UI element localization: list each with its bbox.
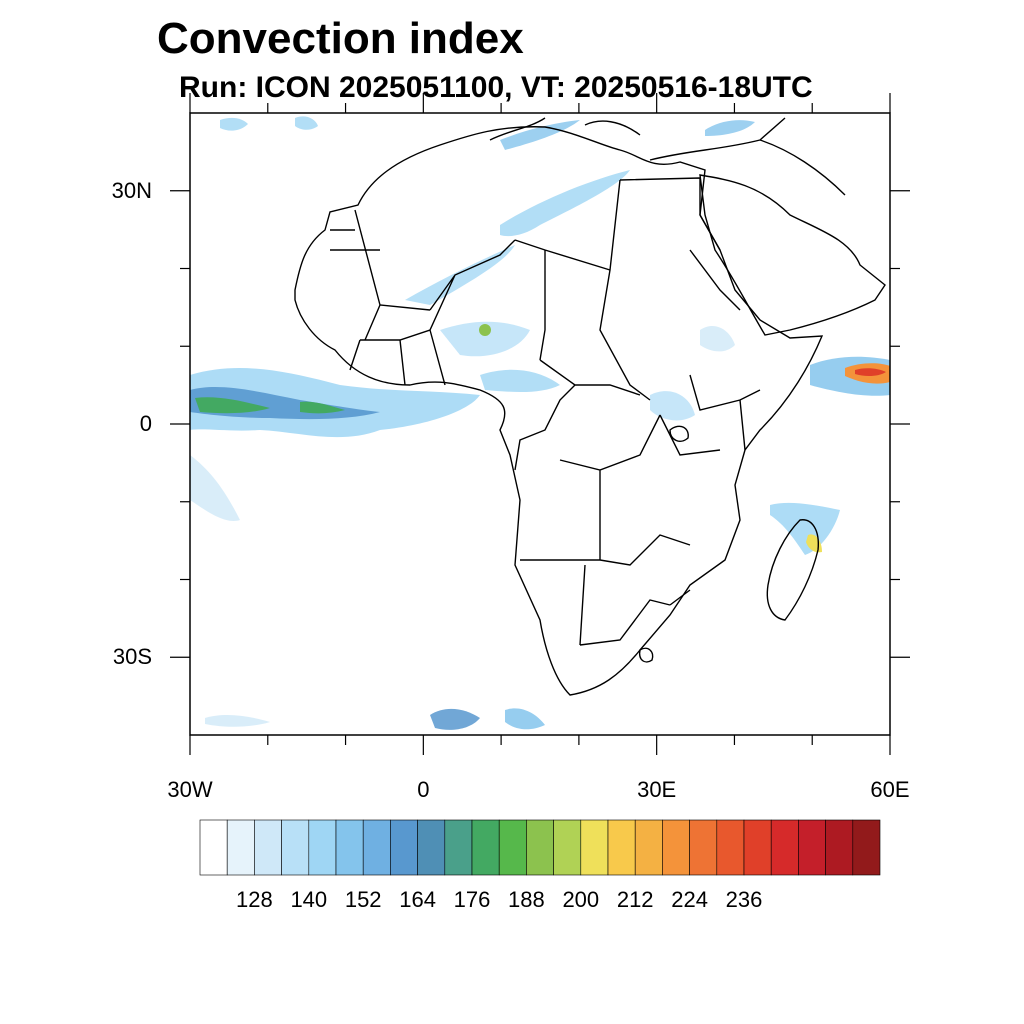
colorbar-swatch: [199, 819, 228, 876]
country-borders: [330, 177, 761, 646]
chart-subtitle: Run: ICON 2025051100, VT: 20250516-18UTC: [179, 71, 813, 104]
convection-area-atlantic-peak-2: [300, 401, 345, 414]
convection-field: [190, 116, 890, 730]
convection-area-south-atlantic: [190, 455, 240, 521]
convection-area-sahara-1: [500, 170, 630, 237]
colorbar-swatch: [498, 819, 527, 876]
convection-area-ethiopia: [700, 325, 735, 352]
colorbar-swatch: [825, 819, 854, 876]
colorbar-swatch: [308, 819, 337, 876]
europe-coastline: [489, 117, 846, 196]
colorbar-swatch: [226, 819, 255, 876]
colorbar-label: 128: [236, 887, 273, 912]
lat-tick-label: 30N: [111, 177, 152, 203]
convection-area-southern-3: [205, 715, 270, 727]
colorbar-swatch: [335, 819, 364, 876]
colorbar-swatch: [417, 819, 446, 876]
colorbar-label: 164: [399, 887, 436, 912]
axis-ticks: [170, 93, 910, 755]
colorbar-swatch: [743, 819, 772, 876]
lon-tick-label: 30E: [637, 777, 677, 802]
colorbar-swatch: [798, 819, 826, 876]
colorbar-swatch: [526, 819, 554, 876]
colorbar-label: 152: [344, 887, 382, 912]
colorbar-swatch: [553, 819, 582, 876]
colorbar-swatch: [580, 819, 609, 876]
lon-tick-label: 60E: [870, 777, 910, 802]
colorbar-label: 212: [616, 887, 654, 912]
lat-tick-label: 30S: [112, 644, 152, 670]
convection-area-indian-ocean-max: [855, 368, 886, 377]
colorbar-label: 224: [671, 887, 708, 912]
colorbar-label: 188: [508, 887, 545, 912]
colorbar-swatch: [254, 819, 282, 876]
africa-coastline: [294, 126, 824, 696]
colorbar-swatch: [607, 819, 636, 876]
convection-cell-sahel: [479, 324, 491, 336]
arabia-coastline: [699, 174, 886, 336]
convection-area-north-west-2: [295, 116, 318, 130]
convection-area-atlantic: [190, 368, 480, 438]
lat-tick-label: 0: [139, 411, 152, 436]
colorbar-label: 140: [290, 887, 328, 912]
colorbar-swatch: [362, 819, 391, 876]
colorbar-label: 236: [725, 887, 763, 912]
colorbar-swatch: [770, 819, 799, 876]
lake-victoria: [669, 425, 689, 442]
colorbar-swatch: [281, 819, 310, 876]
convection-area-sahel: [440, 321, 530, 357]
colorbar-label: 176: [453, 887, 491, 912]
convection-area-southern-1: [430, 708, 480, 730]
lon-tick-label: 0: [417, 777, 430, 802]
lesotho: [638, 647, 654, 663]
chart-title: Convection index: [157, 14, 524, 63]
colorbar-swatch: [471, 819, 500, 876]
convection-area-central-africa: [480, 369, 560, 393]
colorbar-swatch: [689, 819, 718, 876]
convection-area-north: [500, 120, 580, 150]
colorbar-swatch: [716, 819, 745, 876]
convection-area-north-east: [705, 120, 755, 136]
colorbar-swatch: [444, 819, 473, 876]
lon-tick-label: 30W: [167, 777, 213, 802]
madagascar-coastline: [766, 519, 819, 621]
convection-area-north-west: [220, 117, 248, 131]
colorbar-swatch: [852, 819, 881, 876]
convection-area-madagascar-north: [770, 502, 840, 555]
colorbar-swatch: [634, 819, 663, 876]
coastlines: [294, 117, 886, 696]
colorbar-swatch: [390, 819, 418, 876]
colorbar: [199, 819, 881, 876]
convection-area-atlantic-peak: [195, 397, 270, 414]
colorbar-swatch: [662, 819, 690, 876]
convection-area-lakes: [650, 391, 695, 421]
colorbar-label: 200: [562, 887, 600, 912]
convection-area-southern-2: [505, 708, 545, 730]
